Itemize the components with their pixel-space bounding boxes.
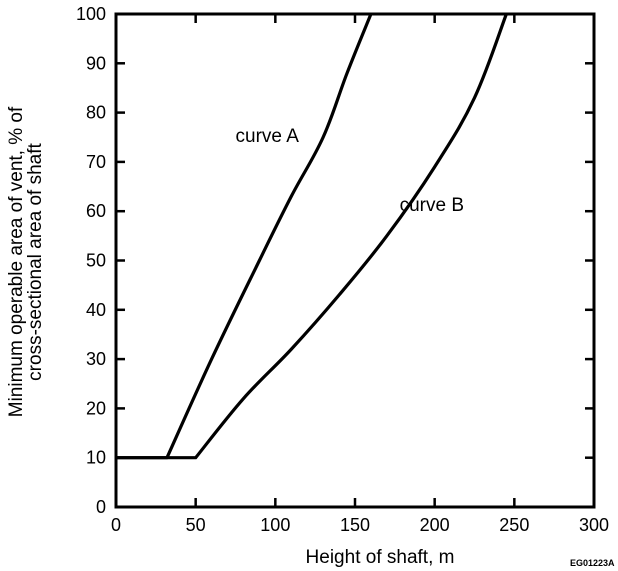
y-axis-title-line-2: cross-sectional area of shaft [25, 142, 46, 380]
y-tick-label: 10 [86, 448, 106, 468]
y-tick-label: 90 [86, 53, 106, 73]
y-axis-title-line-1: Minimum operable area of vent, % of [6, 106, 27, 417]
y-tick-label: 40 [86, 300, 106, 320]
x-tick-label: 50 [186, 515, 206, 535]
y-tick-label: 80 [86, 103, 106, 123]
figure-id: EG01223A [570, 558, 615, 568]
y-tick-label: 20 [86, 398, 106, 418]
x-axis-title: Height of shaft, m [306, 547, 455, 568]
y-tick-label: 100 [76, 4, 106, 24]
y-tick-label: 60 [86, 201, 106, 221]
x-tick-label: 250 [499, 515, 529, 535]
plot-frame [114, 12, 596, 509]
series-line-curve-a [116, 13, 373, 460]
y-tick-label: 30 [86, 349, 106, 369]
series-line-curve-b [116, 13, 508, 460]
x-tick-label: 150 [340, 515, 370, 535]
series-layer [116, 13, 508, 460]
ticks-layer [116, 14, 594, 507]
x-tick-label: 0 [111, 515, 121, 535]
curve-label-b: curve B [400, 195, 464, 216]
x-tick-label: 300 [579, 515, 609, 535]
x-tick-label: 100 [260, 515, 290, 535]
x-tick-label: 200 [420, 515, 450, 535]
y-tick-label: 50 [86, 251, 106, 271]
curve-label-a: curve A [236, 126, 300, 147]
y-tick-label: 0 [96, 497, 106, 517]
labels-layer: 0 10 20 30 40 50 60 70 80 90 100 0 50 100 150 200 250 300… [76, 4, 609, 535]
y-tick-label: 70 [86, 152, 106, 172]
